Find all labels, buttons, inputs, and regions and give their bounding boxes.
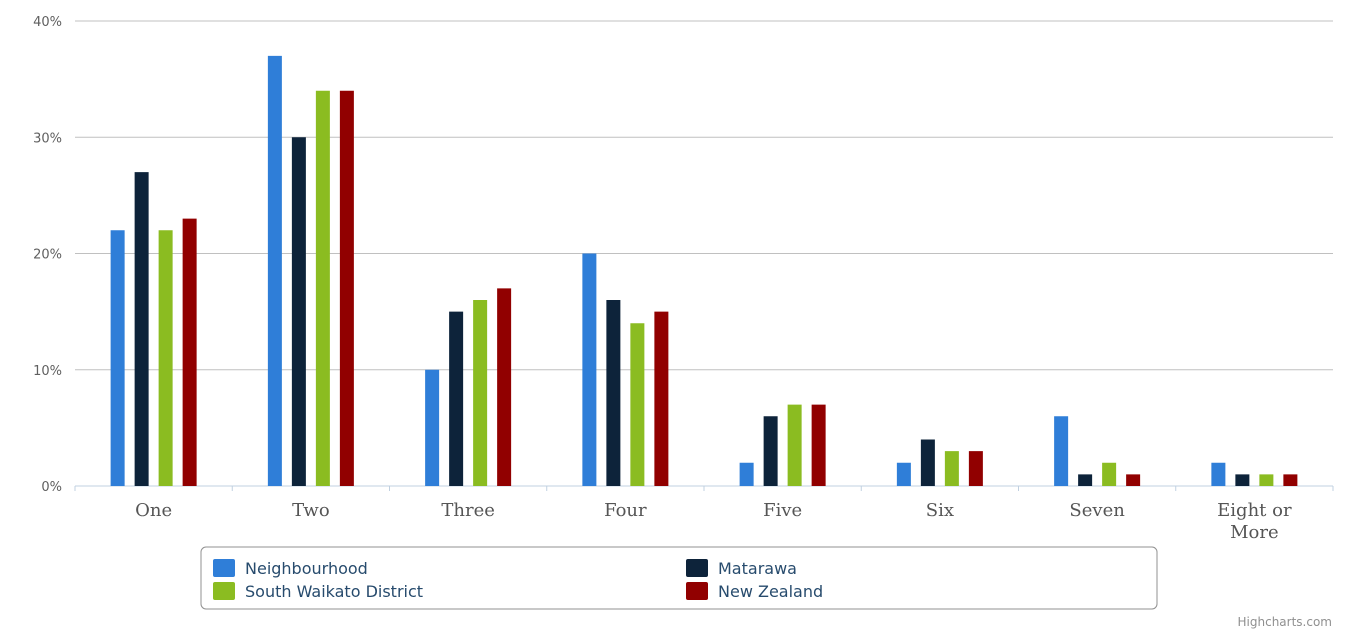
bar[interactable] [1259,474,1274,486]
legend-label: New Zealand [718,582,823,601]
x-tick-label: Seven [1069,500,1125,521]
bar[interactable] [1235,474,1250,486]
bar[interactable] [1283,474,1298,486]
legend-item[interactable]: South Waikato District [213,582,423,601]
bar[interactable] [1054,416,1069,486]
y-tick-label: 10% [33,364,62,379]
legend-box [200,546,1158,610]
y-tick-label: 40% [33,15,62,30]
credits[interactable]: Highcharts.com [1238,615,1332,629]
bar[interactable] [763,416,778,486]
legend-swatch [686,582,708,600]
legend-swatch [213,559,235,577]
bar[interactable] [630,323,645,486]
legend-label: Matarawa [718,559,797,578]
x-tick-label: Four [604,500,647,521]
bar[interactable] [739,462,754,486]
bar[interactable] [1126,474,1141,486]
x-axis: One Two Three Four Five Six Seven Eight or More [74,485,1334,543]
bar[interactable] [134,172,149,486]
bar[interactable] [896,462,911,486]
x-tick-label: One [135,500,172,521]
bar[interactable] [449,311,464,486]
grid-lines [75,20,1333,371]
bar[interactable] [920,439,935,487]
x-tick-label: Eight or More [1217,500,1292,543]
legend-label: Neighbourhood [245,559,368,578]
bar[interactable] [968,451,983,486]
legend-item[interactable]: Neighbourhood [213,559,368,578]
legend-item[interactable]: Matarawa [686,559,797,578]
y-tick-label: 0% [41,480,62,495]
y-axis: 0% 10% 20% 30% 40% [33,15,62,495]
legend-swatch [686,559,708,577]
bar[interactable] [1211,462,1226,486]
bar[interactable] [315,90,330,486]
bar[interactable] [582,253,597,487]
bar[interactable] [944,451,959,486]
x-tick-label: Five [763,500,802,521]
bar[interactable] [654,311,669,486]
bar[interactable] [606,300,621,486]
y-tick-label: 30% [33,131,62,146]
bar[interactable] [158,230,173,486]
bar[interactable] [497,288,512,486]
bar[interactable] [1078,474,1093,486]
bar[interactable] [1102,462,1117,486]
x-tick-label: Two [292,500,330,521]
x-tick-label: Three [441,500,495,521]
bar[interactable] [811,404,826,486]
legend-label: South Waikato District [245,582,423,601]
bar[interactable] [339,90,354,486]
y-tick-label: 20% [33,248,62,263]
bar[interactable] [267,55,282,486]
bar[interactable] [110,230,125,486]
bar[interactable] [425,369,440,486]
bars [110,55,1298,487]
legend-swatch [213,582,235,600]
bar[interactable] [787,404,802,486]
bar[interactable] [291,137,306,486]
x-tick-label: Six [926,500,954,521]
bar[interactable] [182,218,197,486]
legend-item[interactable]: New Zealand [686,582,823,601]
bar[interactable] [473,300,488,486]
legend: Neighbourhood Matarawa South Waikato Distr… [200,546,1158,610]
